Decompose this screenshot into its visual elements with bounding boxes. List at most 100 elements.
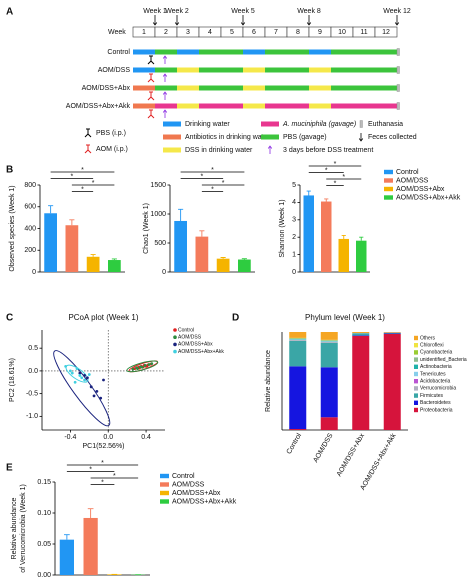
significance-label: *	[71, 173, 74, 180]
legend-text: Chloroflexi	[420, 343, 444, 349]
y-axis-label: Relative abundance	[265, 350, 272, 412]
significance-label: *	[101, 460, 104, 467]
y-tick-label: 0	[162, 269, 166, 276]
legend-swatch	[414, 407, 418, 413]
treatment-segment	[243, 103, 265, 109]
error-bar	[87, 508, 94, 518]
legend-text: PBS (i.p.)	[96, 130, 126, 137]
treatment-segment	[221, 103, 243, 109]
treatment-segment	[155, 67, 177, 73]
y-axis-label: of Verrucomicrobia (Week 1)	[20, 484, 27, 573]
error-bar	[306, 190, 311, 196]
point	[87, 373, 91, 376]
week-number: 6	[252, 29, 256, 36]
significance-label: *	[334, 180, 337, 187]
error-bar	[90, 254, 96, 257]
point	[83, 378, 86, 382]
legend-text: Control	[178, 327, 194, 333]
arrow-head	[358, 138, 364, 142]
point	[73, 380, 77, 384]
legend-swatch	[173, 335, 177, 340]
bar-segment	[320, 417, 338, 430]
error-bar	[48, 205, 54, 214]
legend-swatch	[414, 364, 418, 369]
bar-segment	[289, 332, 307, 338]
bar-segment	[352, 333, 370, 336]
point	[68, 369, 72, 373]
x-tick-label: AOM/DSS	[312, 432, 334, 464]
treatment-segment	[221, 67, 243, 73]
treatment-segment	[331, 67, 353, 73]
y-tick-label: 1500	[150, 182, 166, 189]
euthanasia-icon	[396, 102, 400, 110]
legend-swatch	[414, 343, 418, 348]
x-tick-label: AOM/DSS+Abx+Akk	[359, 432, 397, 492]
week-number: 8	[296, 29, 300, 36]
treatment-segment	[243, 49, 265, 55]
legend-text: Antibiotics in drinking water	[185, 134, 270, 141]
treatment-segment	[375, 49, 397, 55]
y-axis-label: Shannon (Week 1)	[279, 199, 286, 257]
bar-segment	[352, 332, 370, 333]
treatment-segment	[177, 103, 199, 109]
treatment-segment	[309, 103, 331, 109]
bar	[83, 517, 98, 575]
y-tick-label: -1.0	[26, 413, 38, 420]
group-label: AOM/DSS+Abx	[82, 85, 131, 92]
panel-label: D	[232, 313, 239, 324]
week-number: 12	[382, 29, 390, 36]
treatment-segment	[287, 103, 309, 109]
euthanasia-icon	[396, 48, 400, 56]
bar-segment	[320, 367, 338, 418]
confidence-ellipse	[53, 350, 111, 427]
panel-label: E	[6, 463, 13, 474]
arrow-head	[306, 22, 312, 26]
x-tick-label: AOM/DSS+Abx	[336, 432, 367, 478]
point	[78, 374, 82, 377]
x-tick-label: -0.4	[64, 434, 76, 441]
legend-text: Verrucomicrobia	[420, 386, 456, 392]
arrow-head	[162, 91, 168, 95]
y-tick-label: 0.15	[37, 479, 51, 486]
arrow-head	[162, 55, 168, 59]
treatment-segment	[133, 85, 155, 91]
treatment-segment	[177, 67, 199, 73]
bar	[216, 258, 230, 272]
week-cell	[374, 26, 398, 38]
treatment-segment	[155, 85, 177, 91]
treatment-segment	[265, 103, 287, 109]
error-bar	[111, 258, 117, 261]
treatment-segment	[265, 85, 287, 91]
point	[136, 367, 139, 371]
y-tick-label: 0.5	[28, 345, 38, 352]
week-number: 4	[208, 29, 212, 36]
arrow-head	[152, 22, 158, 26]
arrow-head	[240, 22, 246, 26]
legend-swatch	[163, 147, 181, 153]
treatment-segment	[309, 67, 331, 73]
bar-segment	[320, 341, 338, 343]
arrow-head	[394, 22, 400, 26]
arrow-head	[162, 109, 168, 113]
confidence-ellipse	[65, 364, 89, 383]
treatment-segment	[375, 103, 397, 109]
bar-segment	[289, 429, 307, 430]
bar	[174, 220, 187, 272]
treatment-segment	[265, 49, 287, 55]
x-axis-label: PC1(52.56%)	[82, 443, 124, 450]
point	[75, 367, 79, 371]
legend-swatch	[160, 490, 169, 496]
error-bar	[220, 257, 226, 259]
euthanasia-icon	[396, 84, 400, 92]
y-axis-label: Chao1 (Week 1)	[143, 203, 150, 254]
treatment-segment	[221, 49, 243, 55]
bar	[108, 260, 121, 272]
treatment-segment	[309, 49, 331, 55]
week-number: 10	[338, 29, 346, 36]
treatment-segment	[155, 103, 177, 109]
treatment-segment	[199, 103, 221, 109]
legend-swatch	[160, 473, 169, 479]
legend-text: Euthanasia	[368, 121, 403, 128]
week-number: 2	[164, 29, 168, 36]
